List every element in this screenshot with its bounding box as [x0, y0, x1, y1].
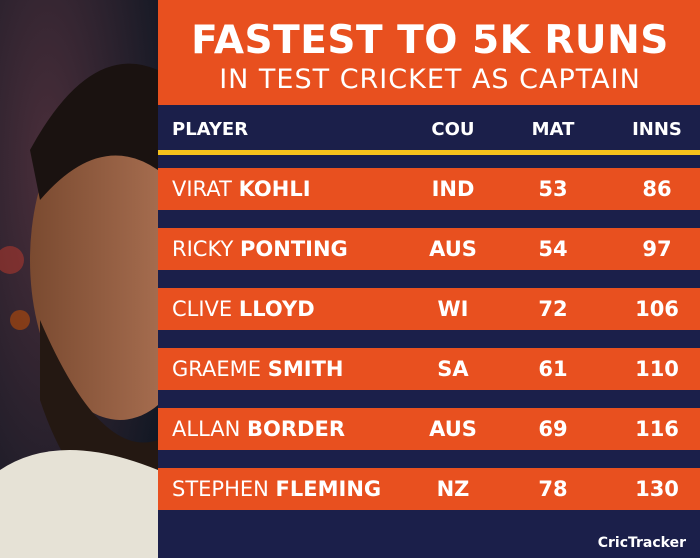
country: AUS: [429, 417, 477, 441]
table-row: VIRAT KOHLI IND 53 86: [158, 168, 700, 210]
innings: 86: [642, 177, 672, 201]
last-name: KOHLI: [238, 177, 311, 201]
last-name: LLOYD: [238, 297, 315, 321]
matches: 53: [538, 177, 568, 201]
column-header: MAT: [531, 119, 575, 140]
player-name: STEPHEN FLEMING: [172, 468, 381, 510]
matches: 54: [538, 237, 568, 261]
column-header: PLAYER: [172, 119, 249, 140]
table-row: GRAEME SMITH SA 61 110: [158, 348, 700, 390]
last-name: SMITH: [267, 357, 344, 381]
column-header: INNS: [632, 119, 682, 140]
table-row: ALLAN BORDER AUS 69 116: [158, 408, 700, 450]
player-name: CLIVE LLOYD: [172, 288, 315, 330]
innings: 110: [635, 357, 679, 381]
country: AUS: [429, 237, 477, 261]
matches: 72: [538, 297, 568, 321]
table-row: RICKY PONTING AUS 54 97: [158, 228, 700, 270]
player-photo: [0, 0, 158, 558]
player-name: RICKY PONTING: [172, 228, 348, 270]
column-header: COU: [431, 119, 475, 140]
table-row: STEPHEN FLEMING NZ 78 130: [158, 468, 700, 510]
innings: 116: [635, 417, 679, 441]
innings: 97: [642, 237, 672, 261]
last-name: BORDER: [247, 417, 345, 441]
logo: CricTracker: [597, 535, 686, 551]
header-band: [158, 105, 700, 151]
player-name: VIRAT KOHLI: [172, 168, 311, 210]
matches: 78: [538, 477, 568, 501]
country: SA: [437, 357, 469, 381]
last-name: PONTING: [240, 237, 348, 261]
first-name: RICKY: [172, 237, 234, 261]
first-name: VIRAT: [172, 177, 232, 201]
first-name: CLIVE: [172, 297, 233, 321]
table-row: CLIVE LLOYD WI 72 106: [158, 288, 700, 330]
player-name: ALLAN BORDER: [172, 408, 345, 450]
player-name: GRAEME SMITH: [172, 348, 343, 390]
country: IND: [431, 177, 475, 201]
first-name: GRAEME: [172, 357, 262, 381]
last-name: FLEMING: [275, 477, 382, 501]
matches: 61: [538, 357, 568, 381]
country: NZ: [436, 477, 470, 501]
title: FASTEST TO 5K RUNS: [191, 18, 669, 63]
matches: 69: [538, 417, 568, 441]
innings: 106: [635, 297, 679, 321]
subtitle: IN TEST CRICKET AS CAPTAIN: [219, 64, 641, 95]
innings: 130: [635, 477, 679, 501]
table-panel: FASTEST TO 5K RUNS IN TEST CRICKET AS CA…: [158, 0, 700, 558]
title-box: FASTEST TO 5K RUNS IN TEST CRICKET AS CA…: [158, 0, 700, 105]
country: WI: [437, 297, 469, 321]
first-name: ALLAN: [172, 417, 241, 441]
first-name: STEPHEN: [172, 477, 269, 501]
divider: [158, 150, 700, 155]
